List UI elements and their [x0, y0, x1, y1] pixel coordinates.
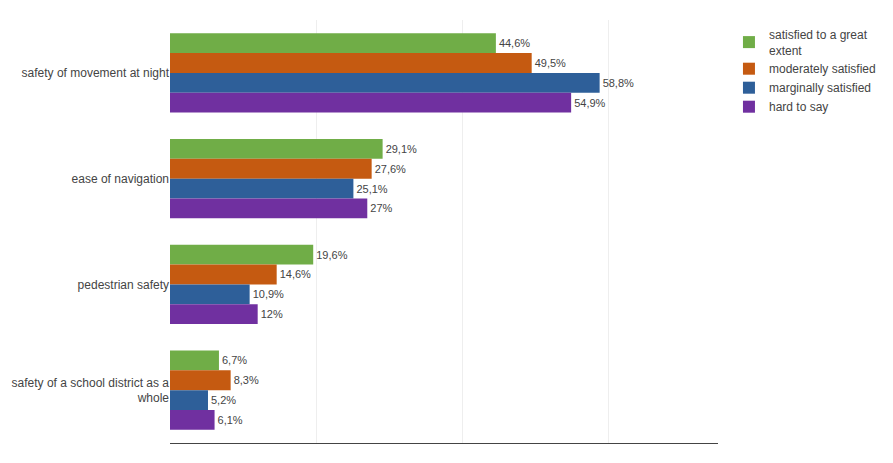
- svg-text:44,6%: 44,6%: [499, 37, 530, 49]
- svg-text:8,3%: 8,3%: [234, 374, 259, 386]
- svg-text:10,9%: 10,9%: [253, 288, 284, 300]
- svg-text:moderately satisfied: moderately satisfied: [769, 62, 876, 76]
- svg-text:49,5%: 49,5%: [535, 57, 566, 69]
- svg-text:satisfied to a greatextent: satisfied to a greatextent: [769, 28, 868, 58]
- svg-text:58,8%: 58,8%: [603, 77, 634, 89]
- svg-text:5,2%: 5,2%: [211, 394, 236, 406]
- svg-text:safety of movement at night: safety of movement at night: [22, 66, 170, 80]
- svg-text:marginally satisfied: marginally satisfied: [769, 81, 871, 95]
- svg-text:ease of navigation: ease of navigation: [72, 172, 169, 186]
- svg-text:25,1%: 25,1%: [356, 183, 387, 195]
- svg-text:54,9%: 54,9%: [574, 97, 605, 109]
- svg-text:29,1%: 29,1%: [386, 143, 417, 155]
- svg-text:12%: 12%: [261, 308, 283, 320]
- svg-text:19,6%: 19,6%: [316, 249, 347, 261]
- svg-text:27,6%: 27,6%: [375, 163, 406, 175]
- svg-text:6,1%: 6,1%: [218, 414, 243, 426]
- svg-text:14,6%: 14,6%: [280, 268, 311, 280]
- svg-text:hard to say: hard to say: [769, 100, 828, 114]
- svg-text:pedestrian safety: pedestrian safety: [78, 278, 169, 292]
- svg-text:safety of a school district as: safety of a school district as awhole: [12, 376, 170, 406]
- svg-text:27%: 27%: [370, 202, 392, 214]
- svg-text:6,7%: 6,7%: [222, 354, 247, 366]
